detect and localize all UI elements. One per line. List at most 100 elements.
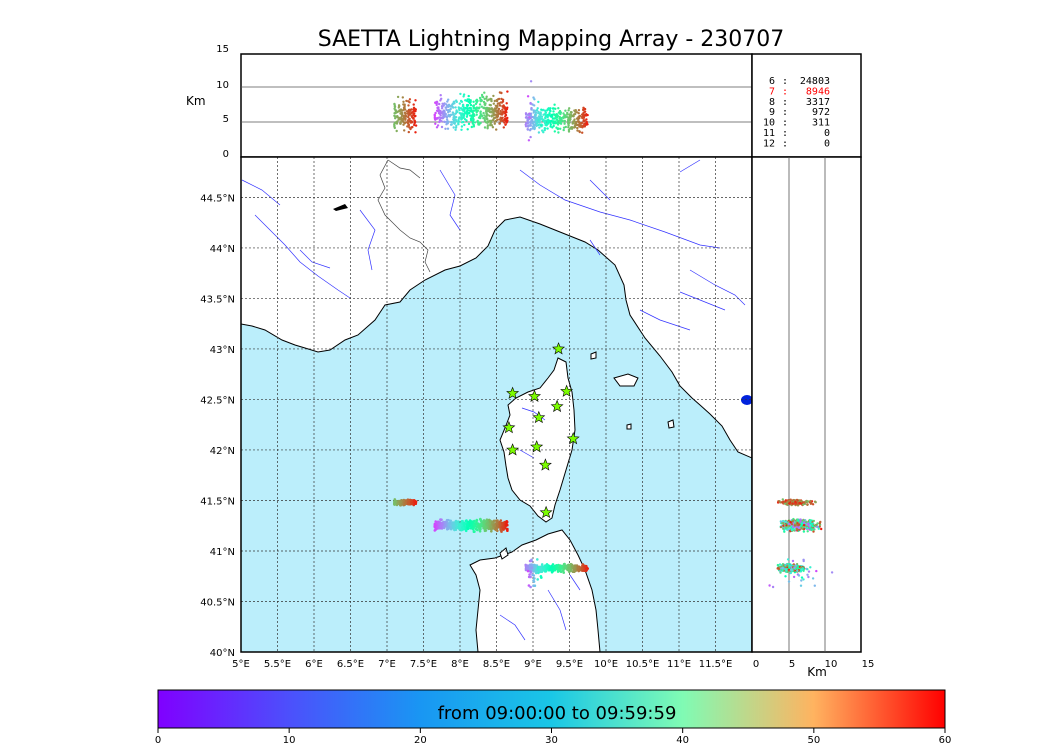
lightning-source-map — [532, 580, 536, 583]
lightning-source-alt — [393, 115, 397, 118]
lightning-source-map — [393, 502, 396, 506]
lightning-source-alt — [406, 119, 410, 122]
lightning-source-alt — [559, 112, 562, 116]
lightning-source-lat — [797, 524, 800, 527]
lightning-source-alt — [451, 111, 455, 114]
lightning-source-lat — [806, 522, 810, 525]
lightning-source-alt — [501, 116, 504, 120]
lightning-source-lat — [811, 577, 815, 580]
lightning-source-map — [410, 502, 414, 506]
lightning-source-lat — [786, 501, 789, 504]
lightning-source-alt — [551, 107, 555, 110]
lightning-source-map — [530, 566, 534, 570]
lightning-source-alt — [564, 114, 567, 117]
lightning-source-alt — [399, 112, 402, 115]
lightning-source-alt — [560, 119, 564, 123]
lightning-source-alt — [471, 113, 474, 117]
lightning-source-lat — [799, 502, 802, 505]
lightning-source-map — [533, 577, 536, 580]
lightning-source-alt — [483, 91, 486, 94]
lightning-source-map — [584, 568, 588, 572]
lightning-source-alt — [465, 115, 469, 118]
lightning-source-alt — [537, 112, 540, 115]
lightning-source-lat — [806, 573, 809, 576]
lightning-source-lat — [802, 530, 806, 533]
lightning-source-map — [439, 525, 443, 528]
lightning-source-alt — [492, 102, 495, 105]
lightning-source-alt — [443, 102, 446, 105]
lon-tick-label: 11°E — [667, 659, 691, 670]
right-tick-5: 5 — [789, 659, 795, 670]
lon-tick-label: 7°E — [378, 659, 396, 670]
lightning-source-alt — [454, 128, 457, 131]
lightning-source-lat — [802, 558, 805, 561]
lightning-source-alt — [491, 114, 494, 117]
lightning-source-alt — [461, 103, 465, 107]
alt-tick-5: 5 — [223, 114, 229, 125]
lightning-source-map — [464, 529, 468, 533]
lightning-source-map — [496, 524, 499, 527]
lightning-source-alt — [582, 111, 585, 115]
lightning-source-lat — [800, 568, 803, 571]
lightning-source-alt — [452, 121, 455, 125]
lightning-source-alt — [577, 120, 580, 123]
lightning-source-lat — [781, 519, 785, 523]
lightning-source-alt — [542, 108, 545, 112]
lightning-source-alt — [483, 114, 486, 117]
lightning-source-alt — [490, 110, 493, 114]
station-star — [530, 440, 544, 453]
lightning-source-alt — [577, 116, 580, 119]
lightning-source-alt — [460, 121, 464, 124]
lightning-source-map — [569, 569, 573, 573]
land-layer — [241, 157, 752, 652]
lightning-source-lat — [809, 566, 812, 569]
lightning-source-alt — [559, 127, 562, 130]
lightning-source-alt — [458, 111, 461, 115]
lightning-source-map — [470, 523, 473, 526]
lightning-source-alt — [488, 114, 491, 118]
lightning-source-map — [580, 567, 584, 570]
station-count-row: 10: 311 — [763, 118, 830, 129]
lightning-source-map — [473, 530, 476, 533]
lightning-source-alt — [526, 128, 529, 131]
lightning-source-alt — [479, 110, 482, 113]
station-star — [560, 384, 574, 397]
lightning-source-alt — [460, 100, 464, 104]
lightning-source-alt — [539, 124, 543, 127]
lightning-source-alt — [567, 117, 570, 121]
lightning-source-alt — [436, 116, 439, 120]
lat-tick-label: 44.5°N — [200, 193, 235, 204]
station-star — [506, 386, 520, 399]
lightning-source-alt — [573, 109, 576, 112]
lightning-source-lat — [811, 525, 815, 528]
lightning-source-alt — [475, 101, 478, 104]
lightning-source-alt — [547, 108, 550, 111]
lightning-source-alt — [506, 106, 509, 109]
lightning-source-alt — [472, 118, 475, 122]
lightning-source-map — [571, 564, 574, 567]
lightning-source-map — [549, 568, 553, 571]
lightning-source-alt — [407, 110, 410, 114]
colorbar-tick-label: 50 — [807, 735, 820, 746]
lightning-source-alt — [534, 113, 537, 116]
lightning-source-alt — [494, 109, 498, 112]
altitude-longitude-points — [393, 80, 589, 142]
lon-tick-label: 6.5°E — [337, 659, 364, 670]
lightning-source-alt — [398, 105, 401, 108]
lightning-source-map — [436, 521, 440, 524]
lightning-source-map — [488, 519, 492, 522]
lightning-source-alt — [401, 109, 404, 112]
lightning-source-map — [526, 569, 530, 573]
lightning-source-alt — [462, 95, 465, 98]
lightning-source-map — [406, 502, 410, 505]
lightning-source-alt — [551, 126, 554, 129]
lightning-source-alt — [407, 100, 410, 103]
lightning-source-alt — [540, 108, 543, 111]
lightning-source-lat — [787, 525, 790, 528]
lightning-source-alt — [475, 106, 479, 109]
lightning-source-alt — [528, 112, 531, 115]
lightning-source-alt — [475, 113, 478, 116]
lightning-source-alt — [452, 113, 455, 116]
lightning-source-alt — [445, 120, 448, 124]
lightning-source-alt — [496, 118, 499, 121]
